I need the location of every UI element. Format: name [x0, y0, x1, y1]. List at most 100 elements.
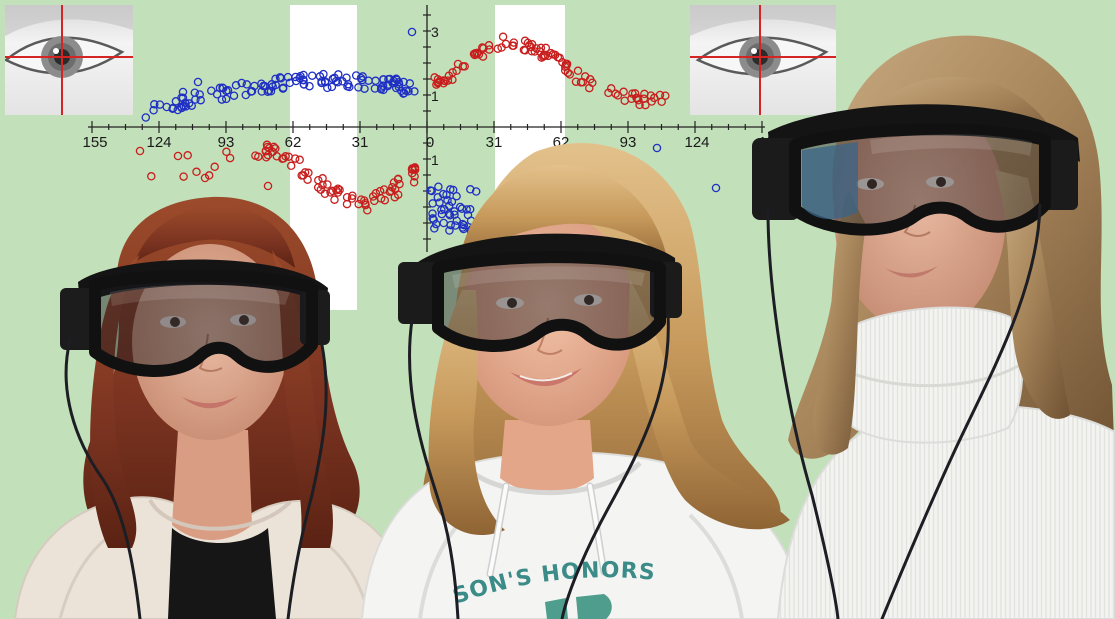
y-axis-tick-labels: 3 1 1	[431, 24, 439, 168]
scatter-point	[466, 185, 475, 194]
scatter-point	[384, 80, 393, 89]
scatter-point	[427, 186, 436, 196]
scatter-point	[409, 178, 419, 187]
x-tick-label: 0	[426, 134, 434, 151]
scatter-point	[327, 82, 337, 92]
scatter-point	[178, 87, 188, 97]
lips	[510, 368, 582, 387]
scatter-point	[478, 52, 488, 61]
x-tick-label: 93	[218, 134, 235, 151]
x-tick-label: 93	[620, 134, 637, 151]
scatter-point	[307, 71, 317, 80]
scatter-point	[635, 100, 644, 110]
scatter-point	[184, 99, 194, 108]
goggles-cable	[766, 208, 840, 619]
iris	[867, 179, 877, 189]
scatter-point	[493, 44, 503, 53]
scatter-point	[429, 215, 438, 225]
scatter-point	[498, 32, 508, 42]
scatter-point	[215, 83, 225, 93]
scatter-point	[455, 202, 465, 212]
goggles-strap	[768, 104, 1080, 162]
scatter-point	[271, 144, 280, 153]
hoodie-drawstring	[588, 484, 606, 574]
scatter-point	[571, 77, 581, 86]
scatter-point	[178, 93, 188, 103]
scatter-point	[520, 36, 530, 46]
iris	[239, 315, 249, 325]
scatter-point	[445, 226, 454, 235]
hoodie-fold	[688, 513, 744, 619]
scatter-point	[229, 91, 239, 100]
eye-image-right	[690, 5, 836, 115]
scatter-point	[399, 88, 409, 98]
scatter-point	[428, 199, 437, 208]
goggles-cable	[64, 338, 142, 619]
scatter-point	[661, 91, 670, 100]
iris	[584, 295, 594, 305]
scatter-point	[356, 73, 366, 83]
person-middle: SON'S HONORS	[360, 142, 810, 619]
scatter-point	[333, 78, 343, 87]
iris	[507, 298, 517, 308]
axis-ticks	[91, 14, 763, 240]
scatter-point	[560, 66, 570, 75]
x-tick-label: 124	[146, 134, 171, 151]
goggles-strap	[78, 259, 328, 306]
scatter-point	[428, 214, 437, 223]
lips	[182, 396, 238, 409]
scatter-point	[225, 153, 235, 163]
scatter-point	[261, 146, 271, 155]
scatter-point	[573, 66, 583, 76]
scatter-point	[278, 84, 288, 93]
scatter-point	[358, 72, 367, 81]
scatter-point	[195, 90, 204, 99]
eye-highlight	[53, 48, 59, 54]
hair-strand-left	[812, 190, 866, 455]
scatter-point	[457, 204, 467, 213]
scatter-point	[150, 100, 159, 109]
scatter-point	[430, 224, 439, 233]
scatter-point	[334, 70, 343, 79]
chart-overlay: 155 124 93 62 31 0 31 62 93 124 155 3 1 …	[82, 5, 784, 252]
hair-strand-right	[628, 280, 790, 530]
scatter-point	[275, 73, 285, 82]
scatter-point	[428, 209, 437, 218]
scatter-point	[458, 62, 468, 71]
scatter-point	[452, 191, 461, 201]
collar-fold	[847, 364, 1019, 388]
scatter-point	[345, 82, 354, 92]
scatter-point	[380, 195, 390, 205]
scatter-point	[470, 50, 480, 60]
scatter-point	[291, 72, 300, 82]
scatter-point	[370, 84, 380, 93]
scatter-point	[443, 196, 452, 205]
goggles-lens	[89, 269, 318, 377]
scatter-point	[187, 101, 196, 110]
goggles-cable	[408, 318, 460, 619]
jacket-collar	[148, 498, 292, 531]
scatter-point	[286, 161, 296, 171]
scatter-point	[448, 75, 457, 84]
scatter-point	[330, 195, 339, 204]
scatter-point	[323, 180, 332, 189]
scatter-point	[647, 97, 656, 106]
scatter-point	[304, 168, 313, 178]
scatter-point	[295, 73, 304, 83]
scatter-point	[611, 89, 620, 99]
scatter-point	[173, 105, 183, 115]
goggles-sensor-box	[398, 262, 442, 324]
scatter-point	[641, 100, 650, 110]
scatter-point	[276, 73, 286, 83]
scatter-point	[405, 79, 415, 88]
scatter-point	[469, 49, 479, 59]
scatter-point	[407, 168, 417, 178]
scatter-point	[509, 38, 519, 47]
scatter-point	[360, 196, 369, 205]
scatter-point	[379, 185, 389, 194]
eyelid-shadow	[690, 5, 836, 36]
goggles-lens	[432, 251, 666, 352]
eye-tracking-goggles	[752, 104, 1080, 236]
face	[132, 244, 288, 440]
scatter-point	[391, 83, 401, 93]
